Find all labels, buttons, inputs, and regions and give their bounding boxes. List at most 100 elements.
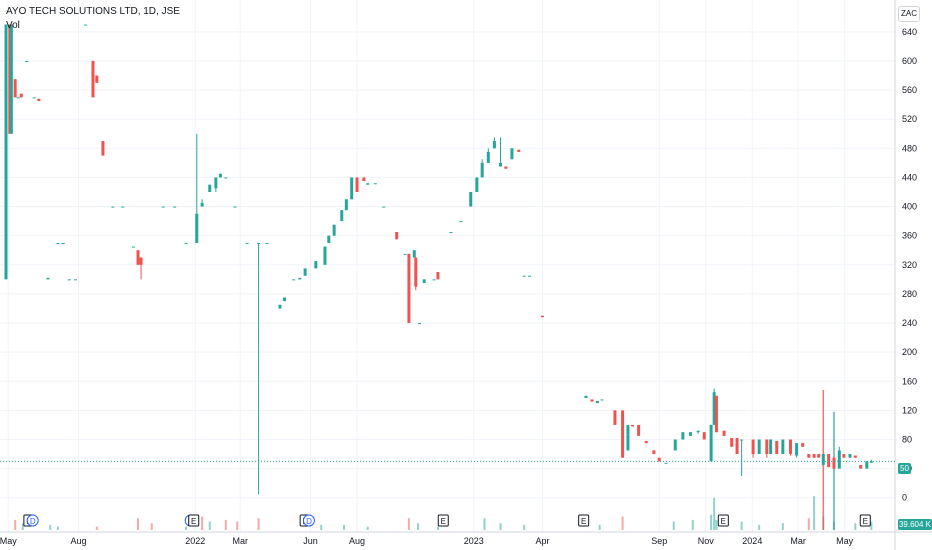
candle-body — [332, 224, 336, 236]
volume-bar — [417, 523, 420, 530]
candle-body — [95, 75, 99, 83]
candle-body — [314, 261, 318, 269]
candle-body — [56, 242, 60, 244]
volume-bar — [137, 518, 140, 530]
x-tick-label: 2024 — [742, 536, 762, 546]
earnings-marker[interactable]: E — [578, 514, 590, 527]
candle-body — [781, 439, 785, 455]
candle-body — [765, 439, 769, 455]
earnings-marker[interactable]: E — [188, 514, 200, 527]
candle-body — [492, 141, 496, 149]
x-tick-label: May — [0, 536, 17, 546]
x-tick-label: Mar — [233, 536, 249, 546]
candle-body — [775, 440, 779, 455]
volume-bar — [56, 526, 59, 530]
candle-body — [714, 395, 718, 433]
currency-badge[interactable]: ZAC — [898, 6, 920, 22]
candle-body — [61, 242, 65, 244]
earnings-marker[interactable]: E — [859, 514, 871, 527]
svg-text:E: E — [441, 517, 446, 526]
volume-bar — [740, 521, 743, 530]
candle-body — [722, 430, 726, 436]
candle-body — [696, 430, 700, 433]
candle-body — [362, 177, 366, 182]
volume-bar — [813, 496, 816, 530]
candle-body — [842, 454, 846, 458]
candle-body — [486, 151, 490, 163]
candle-body — [214, 177, 218, 189]
candle-body — [517, 149, 521, 152]
candle-body — [817, 454, 821, 458]
svg-text:E: E — [863, 517, 868, 526]
x-tick-label: 2023 — [464, 536, 484, 546]
volume-bar — [185, 526, 188, 530]
candle-body — [735, 438, 739, 455]
earnings-marker[interactable]: E — [437, 514, 449, 527]
candle-body — [418, 323, 422, 325]
y-tick-label: 480 — [902, 143, 917, 153]
candle-body — [344, 199, 348, 211]
candle-body — [355, 177, 359, 192]
candle-body — [504, 166, 508, 169]
candle-body — [595, 400, 599, 404]
candle-body — [218, 173, 222, 178]
y-tick-label: 440 — [902, 172, 917, 182]
volume-label: Vol — [6, 20, 20, 31]
volume-bar — [407, 518, 410, 530]
candle-body — [395, 232, 399, 240]
volume-bar — [95, 526, 98, 530]
candle-body — [702, 432, 706, 440]
volume-bar — [14, 519, 17, 530]
volume-bar — [21, 523, 24, 530]
candle-body — [821, 454, 825, 465]
x-tick-label: Aug — [70, 536, 86, 546]
symbol-title[interactable]: AYO TECH SOLUTIONS LTD, 1D, JSE — [6, 6, 180, 17]
candle-body — [4, 24, 8, 280]
candle-body — [673, 439, 677, 451]
candle-body — [480, 162, 484, 178]
y-tick-label: 640 — [902, 27, 917, 37]
volume-bar — [715, 519, 718, 530]
volume-bar — [870, 521, 873, 530]
earnings-marker[interactable]: E — [717, 514, 729, 527]
volume-bar — [807, 518, 810, 530]
candle-body — [161, 206, 165, 208]
y-tick-label: 160 — [902, 376, 917, 386]
candle-body — [265, 242, 269, 244]
volume-bar — [621, 516, 624, 530]
volume-bar — [499, 523, 502, 530]
volume-bar — [320, 524, 323, 530]
candle-body — [67, 279, 71, 281]
candle-body — [730, 438, 734, 447]
svg-text:E: E — [191, 517, 196, 526]
y-tick-label: 0 — [902, 493, 907, 503]
candle-body — [19, 93, 23, 98]
dividend-marker[interactable]: D — [302, 514, 315, 527]
candle-body — [853, 455, 857, 458]
candle-body — [245, 242, 249, 244]
candle-body — [740, 439, 744, 441]
volume-bar — [201, 516, 204, 530]
candle-body — [73, 279, 77, 281]
y-tick-label: 120 — [902, 405, 917, 415]
candle-body — [751, 439, 755, 455]
volume-bar — [343, 524, 346, 530]
candle-body — [832, 457, 836, 469]
candle-body — [407, 253, 411, 324]
candle-body — [83, 24, 87, 26]
y-tick-label: 400 — [902, 202, 917, 212]
candle-body — [292, 279, 296, 281]
candle-body — [859, 464, 863, 469]
candle-body — [366, 183, 370, 185]
candle-body — [652, 450, 656, 455]
svg-text:D: D — [306, 517, 312, 526]
volume-bar — [236, 521, 239, 530]
candle-body — [689, 432, 693, 436]
candle-body — [121, 206, 125, 208]
candle-body — [111, 206, 115, 208]
volume-bar — [436, 526, 439, 530]
dividend-marker[interactable]: D — [26, 514, 39, 527]
candle-body — [298, 277, 302, 280]
candle-body — [436, 272, 440, 280]
